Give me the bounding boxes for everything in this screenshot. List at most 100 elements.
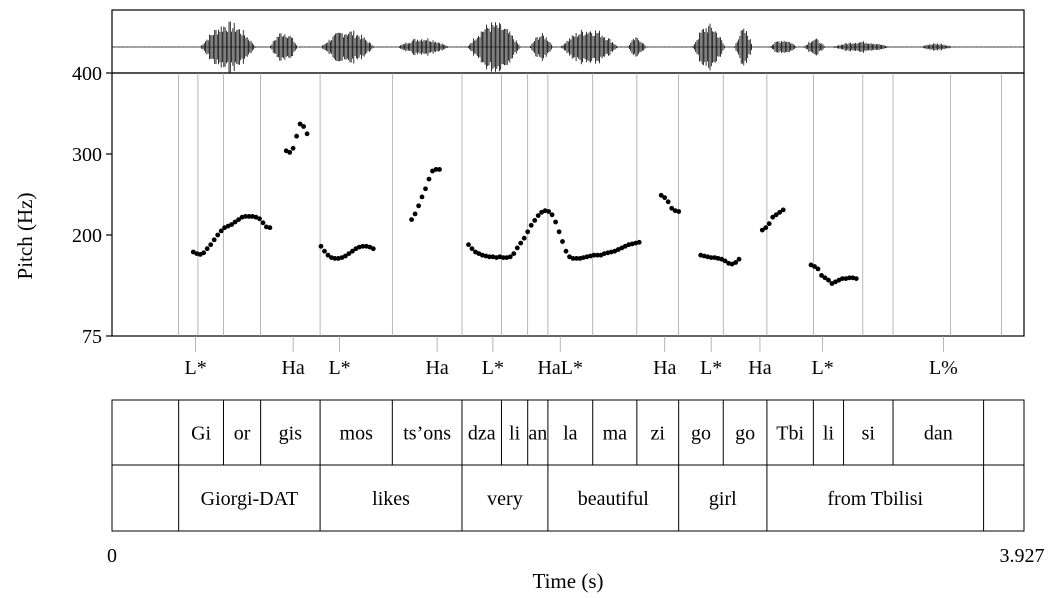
annotation-tiers: Gi or gis mos ts’ons dza li an la ma zi go go Tbi li si… bbox=[111, 399, 1025, 532]
waveform-panel bbox=[111, 9, 1025, 74]
tone-label: L* bbox=[482, 357, 504, 379]
pitch-point bbox=[773, 212, 779, 218]
pitch-point bbox=[297, 121, 303, 127]
pitch-point bbox=[763, 225, 769, 231]
pitch-point bbox=[662, 195, 668, 201]
x-axis-label: Time (s) bbox=[533, 569, 604, 593]
tone-label: L* bbox=[812, 357, 834, 379]
syllable-tier: Gi or gis mos ts’ons dza li an la ma zi go go Tbi li si… bbox=[178, 400, 985, 465]
tone-label: HaL* bbox=[537, 357, 583, 379]
pitch-point bbox=[469, 246, 475, 252]
pitch-point bbox=[546, 209, 551, 214]
pitch-point bbox=[419, 194, 425, 200]
x-tick-label-end: 3.927 bbox=[1000, 545, 1045, 567]
pitch-point bbox=[812, 264, 817, 269]
pitch-point bbox=[487, 254, 492, 260]
syllable-label: ma bbox=[603, 423, 628, 445]
pitch-point bbox=[304, 131, 310, 137]
word-label: beautiful bbox=[578, 488, 650, 510]
syllable-label: go bbox=[735, 423, 755, 445]
pitch-point bbox=[759, 227, 765, 233]
pitch-point bbox=[521, 235, 527, 241]
pitch-point bbox=[211, 237, 217, 243]
syllable-label: Tbi bbox=[776, 423, 804, 445]
pitch-point bbox=[236, 217, 242, 223]
pitch-point bbox=[343, 253, 348, 259]
pitch-point bbox=[370, 246, 376, 252]
pitch-point bbox=[322, 248, 327, 254]
y-tick-label: 75 bbox=[82, 326, 102, 348]
pitch-point bbox=[507, 254, 513, 260]
pitch-point bbox=[318, 243, 324, 249]
pitch-point bbox=[267, 225, 273, 231]
pitch-point bbox=[676, 209, 682, 214]
pitch-point bbox=[574, 256, 579, 261]
pitch-point bbox=[204, 246, 210, 252]
y-tick-label: 400 bbox=[72, 63, 102, 85]
syllable-label: la bbox=[563, 423, 578, 445]
pitch-point bbox=[246, 214, 252, 219]
pitch-point bbox=[658, 192, 664, 198]
pitch-point bbox=[514, 245, 520, 251]
word-label: Giorgi-DAT bbox=[201, 488, 298, 510]
pitch-point bbox=[301, 124, 306, 129]
pitch-point bbox=[853, 276, 859, 281]
pitch-point bbox=[777, 209, 783, 215]
word-label: likes bbox=[372, 488, 410, 510]
syllable-label: dan bbox=[924, 423, 953, 445]
syllable-label: zi bbox=[651, 423, 666, 445]
pitch-points bbox=[190, 121, 859, 286]
pitch-point bbox=[409, 217, 414, 223]
pitch-point bbox=[433, 167, 439, 172]
y-tick-label: 300 bbox=[72, 144, 102, 166]
pitch-point bbox=[636, 239, 642, 245]
tone-label: Ha bbox=[653, 357, 676, 379]
x-tick-label-start: 0 bbox=[107, 545, 117, 567]
pitch-point bbox=[325, 252, 331, 258]
pitch-point bbox=[208, 242, 214, 248]
pitch-point bbox=[466, 242, 471, 248]
tone-label: L* bbox=[700, 357, 722, 379]
tone-label: Ha bbox=[281, 357, 304, 379]
pitch-panel: 400 300 200 75 bbox=[72, 63, 1025, 348]
tier-boundary-lines bbox=[178, 73, 1002, 336]
tone-label: L* bbox=[328, 357, 350, 379]
pitch-point bbox=[423, 186, 428, 192]
pitch-point bbox=[260, 220, 266, 226]
pitch-point bbox=[591, 252, 597, 258]
y-axis-label: Pitch (Hz) bbox=[13, 193, 37, 280]
pitch-point bbox=[766, 221, 772, 227]
pitch-point bbox=[346, 251, 352, 256]
syllable-label: si bbox=[862, 423, 876, 445]
pitch-point bbox=[560, 239, 565, 244]
word-tier: Giorgi-DAT likes very beautiful girl from Tbi… bbox=[178, 465, 985, 531]
pitch-point bbox=[822, 275, 828, 281]
pitch-point bbox=[840, 276, 845, 281]
syllable-label: Gi bbox=[191, 423, 211, 445]
syllable-label: or bbox=[234, 423, 251, 445]
pitch-point bbox=[847, 275, 852, 281]
pitch-point bbox=[201, 250, 207, 256]
syllable-label: li bbox=[823, 423, 835, 445]
pitch-point bbox=[437, 167, 442, 172]
tone-label: L* bbox=[184, 357, 206, 379]
pitch-point bbox=[819, 273, 824, 278]
pitch-point bbox=[563, 248, 569, 254]
tone-label: L% bbox=[929, 357, 958, 379]
syllable-label: an bbox=[528, 423, 547, 445]
pitch-point bbox=[815, 266, 821, 272]
pitch-point bbox=[736, 256, 742, 262]
y-tick-label: 200 bbox=[72, 225, 102, 247]
y-axis: 400 300 200 75 bbox=[72, 63, 112, 348]
syllable-label: dza bbox=[468, 423, 496, 445]
pitch-point bbox=[535, 213, 541, 219]
pitch-point bbox=[416, 203, 421, 209]
pitch-point bbox=[556, 229, 562, 235]
pitch-point bbox=[229, 222, 235, 227]
syllable-label: li bbox=[509, 423, 521, 445]
tone-tier: L* Ha L* Ha L* HaL* Ha L* Ha L* L% bbox=[184, 336, 958, 379]
pitch-point bbox=[553, 219, 558, 225]
pitch-point bbox=[243, 214, 248, 219]
pitch-point bbox=[294, 133, 299, 139]
